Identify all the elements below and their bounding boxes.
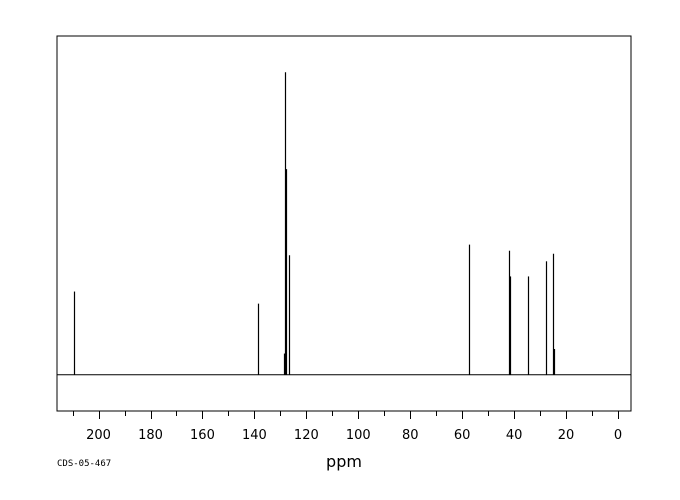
x-tick-label: 60	[454, 428, 471, 443]
x-tick-label: 100	[346, 428, 371, 443]
plot-frame	[56, 35, 632, 412]
x-tick-label: 40	[506, 428, 523, 443]
x-tick-label: 20	[558, 428, 575, 443]
x-tick-label: 160	[190, 428, 215, 443]
x-tick-label: 0	[614, 428, 622, 443]
x-tick-label: 140	[242, 428, 267, 443]
x-axis-title: ppm	[326, 452, 362, 471]
x-tick-label: 120	[294, 428, 319, 443]
spectrum-code-label: CDS-05-467	[57, 459, 111, 469]
x-tick-label: 200	[86, 428, 111, 443]
x-tick-label: 80	[402, 428, 419, 443]
x-tick-label: 180	[138, 428, 163, 443]
